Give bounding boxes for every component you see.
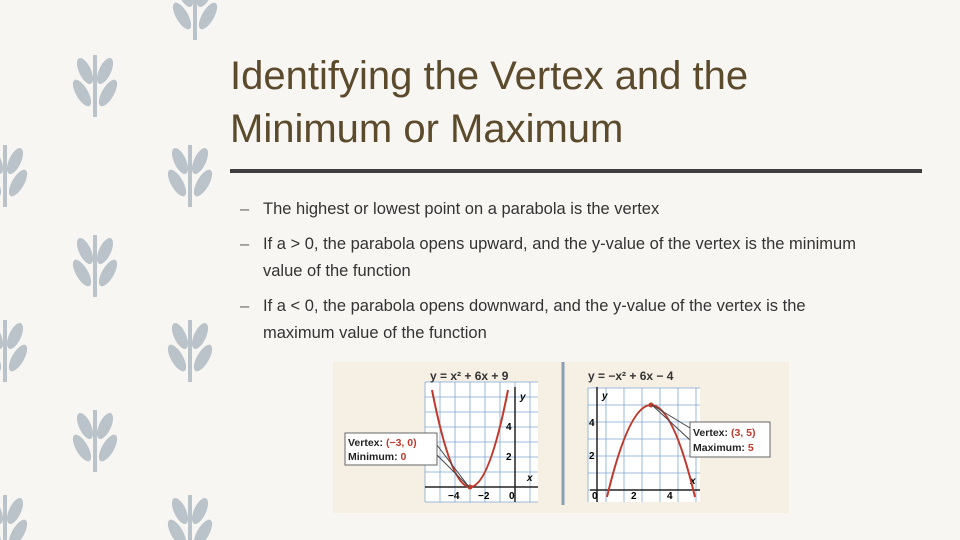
leaf xyxy=(67,408,123,474)
callout-value: (−3, 0) xyxy=(386,437,417,449)
callout-label: Vertex: xyxy=(693,427,728,439)
slide-title: Identifying the Vertex and the Minimum o… xyxy=(230,50,748,156)
callout-value: 0 xyxy=(401,451,407,463)
leaf xyxy=(67,233,123,299)
callout-box xyxy=(689,421,771,458)
equation: y = x² + 6x + 9 xyxy=(430,369,509,383)
tick-label: 2 xyxy=(589,451,595,462)
parabola-figure: y = x² + 6x + 9 y x −4 −2 0 4 2 Vertex: … xyxy=(333,362,789,513)
callout-text: Maximum: 5 xyxy=(693,442,754,454)
vertex-point xyxy=(648,402,654,408)
leaf xyxy=(167,0,220,42)
equation: y = −x² + 6x − 4 xyxy=(588,369,674,383)
tick-label: −2 xyxy=(478,491,490,502)
tick-label: 0 xyxy=(509,491,515,502)
bullet: The highest or lowest point on a parabol… xyxy=(240,196,870,223)
tick-label: 4 xyxy=(667,491,673,502)
callout-box xyxy=(344,432,438,466)
tick-label: 4 xyxy=(506,422,512,433)
callout-label: Maximum: xyxy=(693,442,745,454)
callout-leader xyxy=(436,444,470,488)
title-line: Minimum or Maximum xyxy=(230,107,624,151)
tick-label: 4 xyxy=(589,418,595,429)
callout-label: Vertex: xyxy=(348,437,383,449)
axis-label: y xyxy=(519,392,526,403)
callout-text: Minimum: 0 xyxy=(348,451,407,463)
axis-label: x xyxy=(689,476,696,487)
leaf xyxy=(162,143,218,209)
axis-label: y xyxy=(601,391,608,402)
callout-value: 5 xyxy=(748,442,754,454)
callout-leader xyxy=(651,404,691,429)
leaf xyxy=(0,318,33,384)
leaf xyxy=(162,318,218,384)
leaf xyxy=(162,493,218,540)
bullet: If a < 0, the parabola opens downward, a… xyxy=(240,293,870,347)
leaf xyxy=(67,53,123,119)
callout-label: Minimum: xyxy=(348,451,398,463)
leaf xyxy=(0,493,33,540)
tick-label: 0 xyxy=(592,491,598,502)
title-line: Identifying the Vertex and the xyxy=(230,54,749,98)
title-rule xyxy=(230,169,922,173)
callout-text: Vertex: (3, 5) xyxy=(693,427,755,439)
callout-value: (3, 5) xyxy=(731,427,756,439)
callout-leader xyxy=(651,404,691,441)
tick-label: −4 xyxy=(448,491,460,502)
bullet: If a > 0, the parabola opens upward, and… xyxy=(240,231,870,285)
bullet-list: The highest or lowest point on a parabol… xyxy=(240,196,870,355)
callout-text: Vertex: (−3, 0) xyxy=(348,437,417,449)
vertex-point xyxy=(467,484,473,490)
tick-label: 2 xyxy=(506,452,512,463)
tick-label: 2 xyxy=(631,491,637,502)
axis-label: x xyxy=(526,473,533,484)
leaf-decorations xyxy=(0,0,220,540)
callout-leader xyxy=(436,454,470,488)
leaf xyxy=(0,143,33,209)
